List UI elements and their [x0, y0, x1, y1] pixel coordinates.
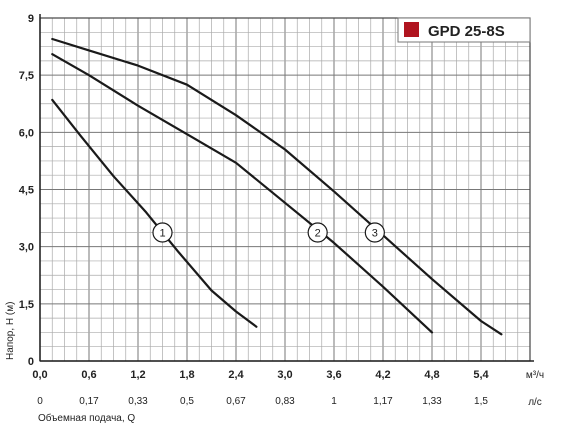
y-tick-label: 4,5	[19, 185, 34, 197]
series-line-2	[51, 53, 434, 334]
series-line-1	[51, 98, 258, 328]
series-marker-3	[364, 222, 385, 243]
legend-title: GPD 25-8S	[428, 23, 505, 40]
x-tick-label: 0,6	[81, 369, 96, 381]
x2-tick-label: 0,67	[226, 396, 246, 407]
x2-tick-label: 1	[331, 396, 337, 407]
chart-series: 1 2 3	[51, 37, 503, 336]
x-tick-label: 0,0	[32, 369, 47, 381]
series-label-1: 1	[159, 228, 165, 240]
x-tick-label: 2,4	[228, 369, 244, 381]
series-label-3: 3	[372, 228, 378, 240]
x-axis-unit: м³/ч	[526, 370, 544, 381]
x2-axis-unit: л/с	[528, 397, 542, 408]
x-axis-ticks: 0,0 0,6 1,2 1,8 2,4 3,0 3,6 4,2 4,8 5,4	[32, 369, 489, 381]
y-axis-label: Напор, Н (м)	[5, 302, 16, 360]
series-marker-2	[307, 222, 328, 243]
x-axis-label: Объемная подача, Q	[38, 412, 135, 424]
y-tick-label: 6,0	[19, 127, 34, 139]
x2-tick-label: 1,17	[373, 396, 393, 407]
series-marker-1	[152, 222, 173, 243]
y-tick-label: 9	[28, 13, 34, 25]
x2-tick-label: 0	[37, 396, 43, 407]
x2-tick-label: 1,5	[474, 396, 488, 407]
legend-background	[397, 17, 531, 43]
series-label-2: 2	[315, 228, 321, 240]
x2-tick-label: 1,33	[422, 396, 442, 407]
y-tick-label: 0	[28, 356, 34, 368]
y-axis-ticks: 0 1,5 3,0 4,5 6,0 7,5 9	[19, 13, 34, 368]
x2-tick-label: 0,33	[128, 396, 148, 407]
x-tick-label: 4,8	[424, 369, 439, 381]
x2-tick-label: 0,5	[180, 396, 194, 407]
x-tick-label: 3,0	[277, 369, 292, 381]
x-tick-label: 3,6	[326, 369, 341, 381]
x-tick-label: 4,2	[375, 369, 390, 381]
x2-tick-label: 0,17	[79, 396, 99, 407]
chart-legend: GPD 25-8S	[397, 17, 531, 43]
x-tick-label: 1,2	[130, 369, 145, 381]
x2-tick-label: 0,83	[275, 396, 295, 407]
chart-grid	[39, 17, 531, 362]
y-tick-label: 7,5	[19, 70, 34, 82]
x-tick-label: 1,8	[179, 369, 194, 381]
y-tick-label: 3,0	[19, 242, 34, 254]
x2-axis-ticks: 0 0,17 0,33 0,5 0,67 0,83 1 1,17 1,33 1,5	[37, 396, 488, 407]
plot-frame	[39, 14, 534, 362]
x-tick-label: 5,4	[473, 369, 489, 381]
legend-swatch	[404, 22, 419, 37]
y-tick-label: 1,5	[19, 299, 34, 311]
series-line-3	[51, 37, 503, 336]
